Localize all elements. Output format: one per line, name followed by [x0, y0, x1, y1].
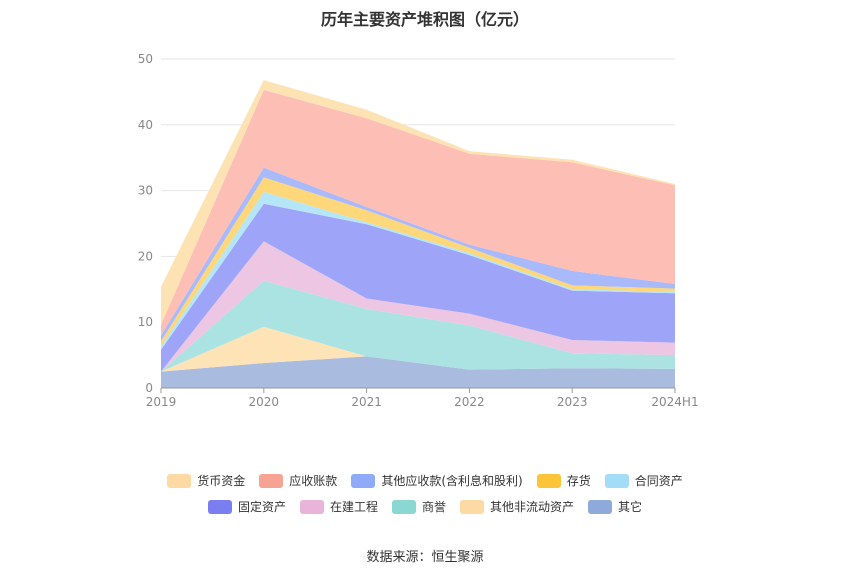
legend-item-cash[interactable]: 货币资金 — [167, 472, 245, 489]
chart-title: 历年主要资产堆积图（亿元） — [320, 10, 529, 29]
y-tick-label: 10 — [138, 315, 153, 329]
legend-label: 固定资产 — [237, 500, 286, 514]
area-series — [161, 89, 675, 336]
legend-label: 其他应收款(含利息和股利) — [381, 474, 523, 488]
legend-label: 商誉 — [421, 500, 446, 514]
y-tick-label: 20 — [138, 249, 153, 263]
legend-item-inventory[interactable]: 存货 — [536, 472, 591, 489]
y-tick-label: 0 — [145, 381, 153, 395]
legend-swatch — [299, 499, 324, 514]
area-series — [161, 326, 675, 372]
legend-label: 存货 — [566, 474, 591, 488]
legend-swatch — [207, 499, 232, 514]
legend-swatch — [259, 473, 284, 488]
legend-row-1: 货币资金 应收账款 其他应收款(含利息和股利) 存货 合同资产 — [0, 472, 850, 489]
legend-swatch — [167, 473, 192, 488]
legend-item-receivables[interactable]: 应收账款 — [259, 472, 337, 489]
legend-label: 货币资金 — [197, 474, 246, 488]
x-tick-label: 2020 — [249, 395, 280, 409]
y-tick-label: 40 — [138, 118, 153, 132]
x-tick-label: 2023 — [557, 395, 588, 409]
x-tick-label: 2019 — [146, 395, 177, 409]
legend-row-2: 固定资产 在建工程 商誉 其他非流动资产 其它 — [0, 498, 850, 515]
legend-swatch — [536, 473, 561, 488]
stacked-area-chart: 0 10 20 30 40 50 2019 2020 2021 2022 2023 2024H1 — [138, 52, 699, 409]
legend-label: 在建工程 — [329, 500, 378, 514]
legend-swatch — [351, 473, 376, 488]
legend-swatch — [460, 499, 484, 514]
legend-item-goodwill[interactable]: 商誉 — [391, 498, 446, 515]
legend-item-other-receivables[interactable]: 其他应收款(含利息和股利) — [351, 472, 523, 489]
y-tick-label: 30 — [138, 184, 153, 198]
legend-swatch — [391, 499, 416, 514]
area-series — [161, 203, 675, 372]
legend-item-contract-assets[interactable]: 合同资产 — [604, 472, 683, 489]
legend: 货币资金 应收账款 其他应收款(含利息和股利) 存货 合同资产 固定资产 在建工… — [0, 472, 850, 524]
x-tick-label: 2024H1 — [651, 395, 698, 409]
x-tick-label: 2021 — [351, 395, 382, 409]
legend-item-fixed-assets[interactable]: 固定资产 — [207, 498, 286, 515]
data-source: 数据来源：恒生聚源 — [366, 550, 484, 565]
legend-swatch — [588, 499, 613, 514]
area-series — [161, 280, 675, 372]
x-tick-label: 2022 — [454, 395, 485, 409]
area-series — [161, 356, 675, 388]
legend-label: 合同资产 — [634, 474, 683, 488]
legend-label: 其它 — [618, 500, 643, 514]
area-series — [161, 241, 675, 372]
y-tick-label: 50 — [138, 52, 153, 66]
legend-item-construction[interactable]: 在建工程 — [299, 498, 378, 515]
legend-swatch — [604, 473, 629, 488]
legend-item-others[interactable]: 其它 — [588, 498, 642, 515]
legend-label: 其他非流动资产 — [490, 500, 575, 514]
legend-item-other-noncurrent[interactable]: 其他非流动资产 — [460, 498, 574, 515]
legend-label: 应收账款 — [289, 474, 338, 488]
